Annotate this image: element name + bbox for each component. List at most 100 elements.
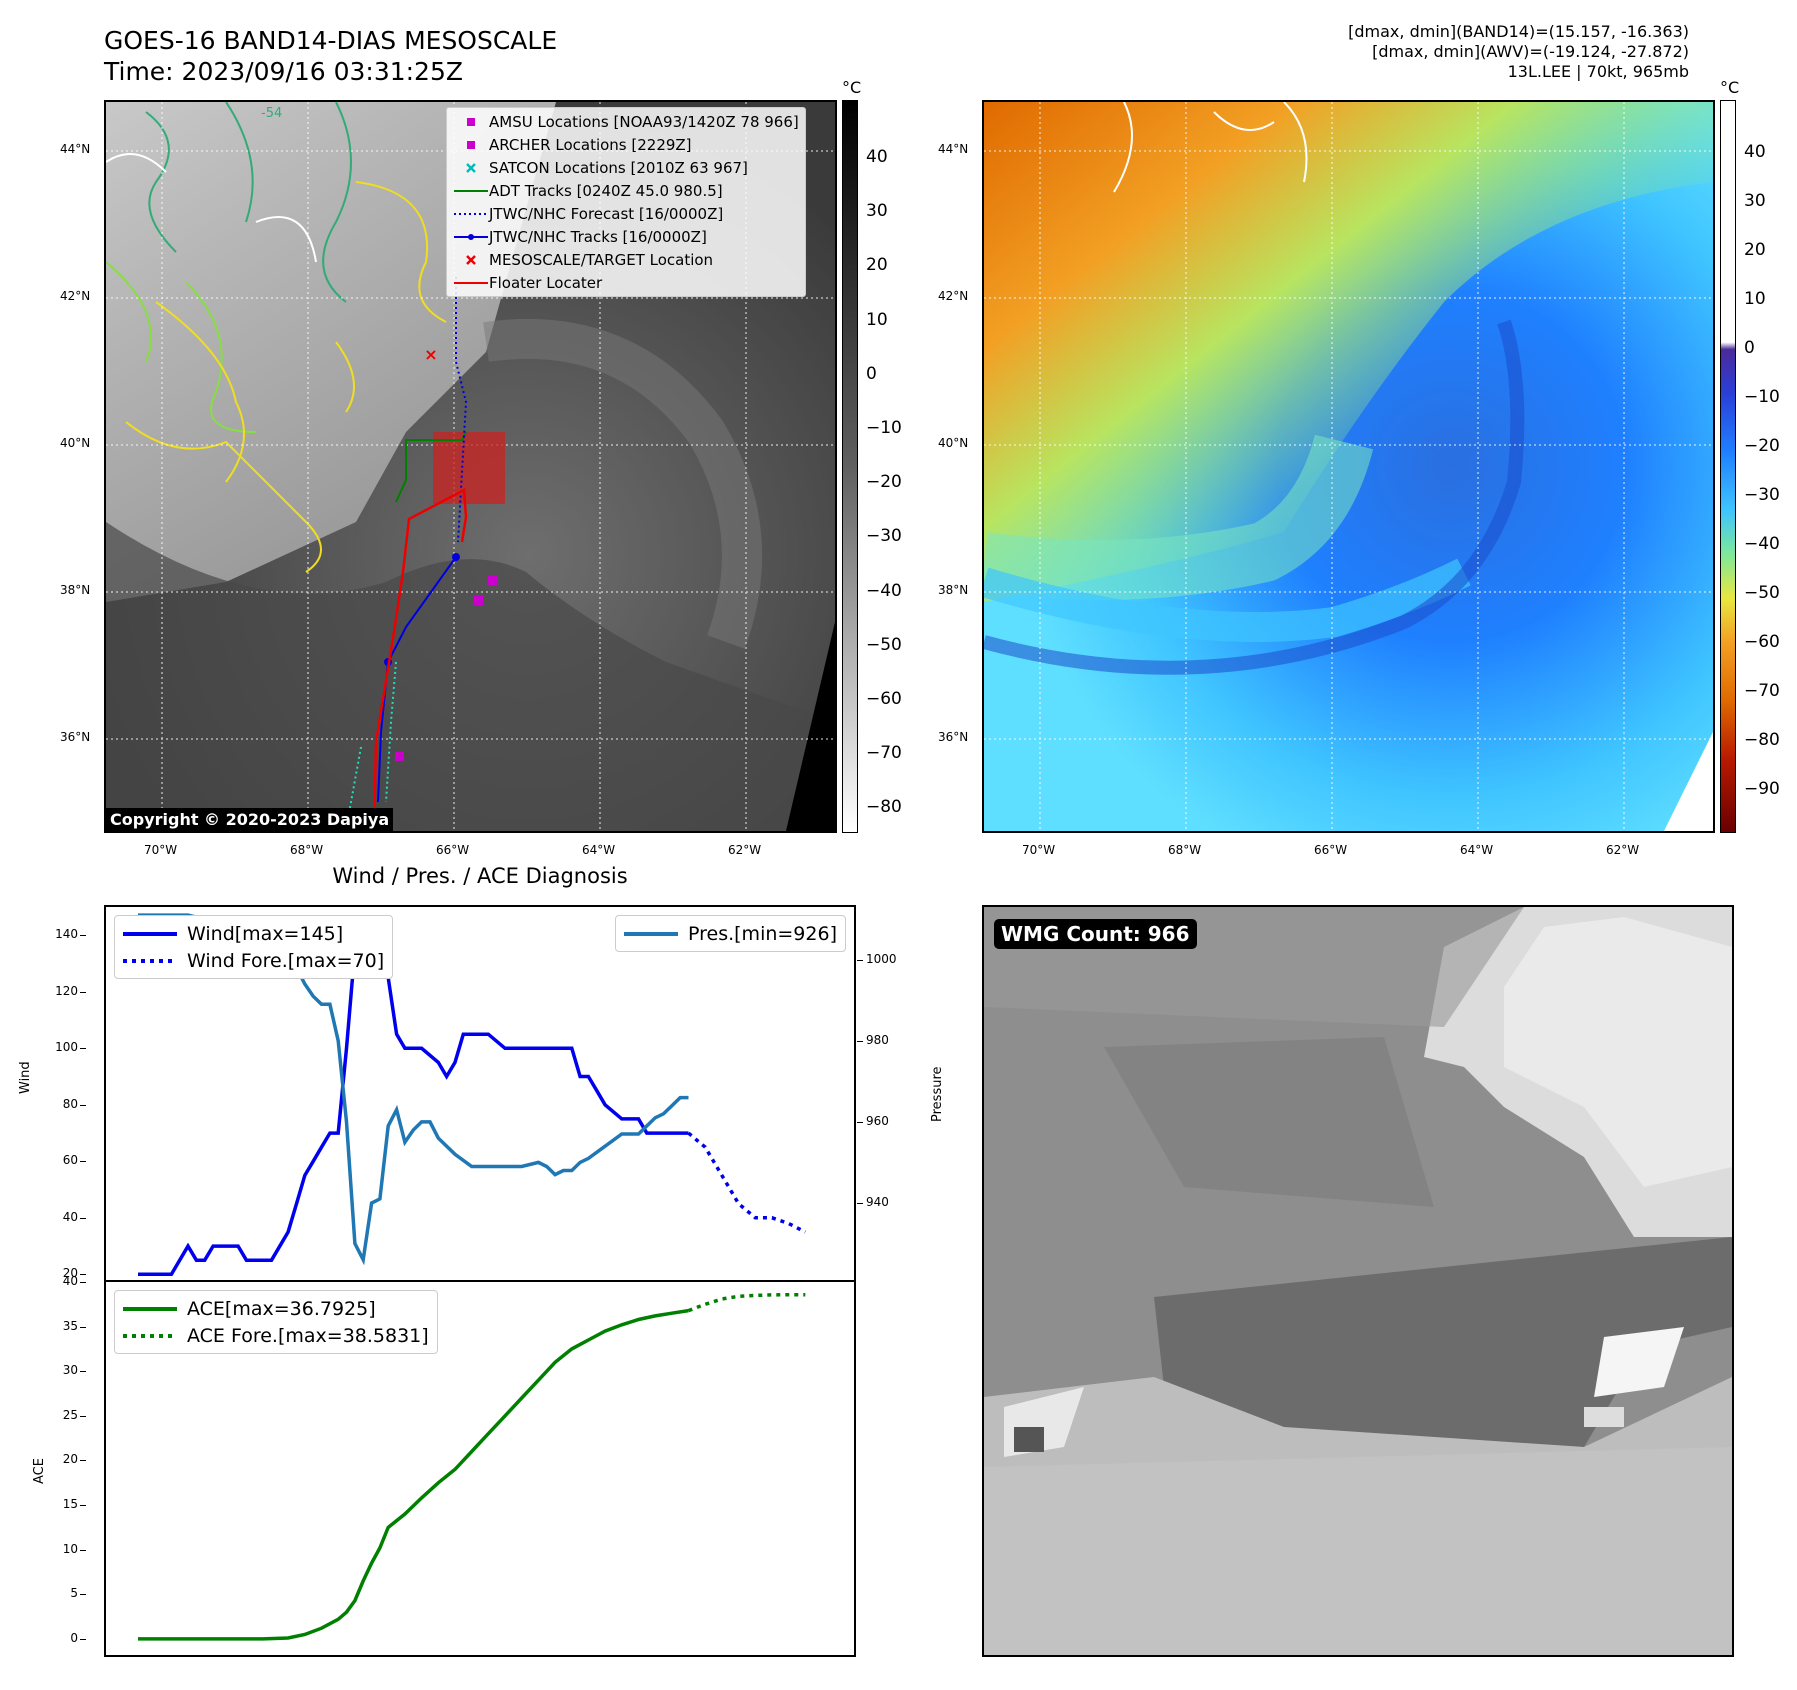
axis-tick-mark [80, 1460, 86, 1462]
axis-tick-label: 100 [55, 1040, 78, 1055]
colorbar-tick-label: 0 [1744, 338, 1755, 358]
wv-map-panel [982, 100, 1715, 833]
axis-tick-label: 10 [62, 1541, 78, 1556]
legend-symbol-icon [453, 138, 489, 152]
axis-tick-mark [80, 1594, 86, 1596]
axis-tick-mark [857, 1121, 863, 1123]
colorbar-tick-label: 30 [1744, 191, 1766, 211]
legend-symbol-icon [453, 230, 489, 244]
axis-tick-mark [80, 1326, 86, 1328]
map-legend-label: JTWC/NHC Forecast [16/0000Z] [489, 204, 724, 223]
latitude-label: 36°N [938, 730, 969, 744]
wv-colorbar [1720, 100, 1736, 833]
axis-tick-mark [857, 1040, 863, 1042]
map-legend-item: ARCHER Locations [2229Z] [453, 133, 799, 156]
colorbar-tick-label: −80 [866, 797, 902, 818]
legend-symbol-icon [453, 161, 489, 175]
wind-legend: Wind[max=145] Wind Fore.[max=70] [114, 915, 394, 979]
ir-map-panel: × -54 AMSU Locations [NOAA93/1420Z 78 96… [104, 100, 837, 833]
latitude-label: 36°N [60, 730, 91, 744]
axis-tick-mark [857, 959, 863, 961]
colorbar-tick-label: −40 [1744, 534, 1780, 554]
wv-map-image [984, 102, 1713, 831]
axis-tick-mark [80, 1505, 86, 1507]
wmg-panel: WMG Count: 966 [982, 905, 1734, 1657]
axis-tick-mark [80, 991, 86, 993]
axis-tick-mark [80, 1161, 86, 1163]
axis-tick-mark [80, 1638, 86, 1640]
ir-colorbar-unit: °C [842, 78, 862, 97]
longitude-label: 64°W [582, 843, 616, 857]
map-legend-label: ADT Tracks [0240Z 45.0 980.5] [489, 181, 723, 200]
axis-tick-label: 30 [62, 1363, 78, 1378]
colorbar-tick-label: −10 [1744, 387, 1780, 407]
axis-tick-label: 960 [866, 1113, 889, 1128]
wmg-count-label: WMG Count: 966 [994, 919, 1197, 949]
map-legend-item: SATCON Locations [2010Z 63 967] [453, 156, 799, 179]
longitude-label: 66°W [1314, 843, 1348, 857]
latitude-label: 44°N [60, 142, 91, 156]
axis-tick-mark [80, 1274, 86, 1276]
longitude-label: 70°W [144, 843, 178, 857]
axis-tick-mark [80, 1549, 86, 1551]
longitude-label: 62°W [728, 843, 762, 857]
axis-tick-label: 20 [62, 1266, 78, 1281]
axis-tick-mark [80, 1048, 86, 1050]
ace-axis-label: ACE [32, 1458, 47, 1484]
series-line-0 [138, 916, 689, 1277]
axis-tick-label: 25 [62, 1407, 78, 1422]
colorbar-tick-label: −40 [866, 580, 902, 601]
colorbar-tick-label: −20 [866, 472, 902, 493]
map-legend-item: Floater Locater [453, 271, 799, 294]
axis-tick-label: 80 [62, 1096, 78, 1111]
svg-text:-54: -54 [261, 106, 282, 121]
latitude-label: 38°N [60, 583, 91, 597]
series-line-1 [687, 1292, 806, 1313]
wind-legend-label: Wind[max=145] [187, 922, 344, 945]
map-legend-label: JTWC/NHC Tracks [16/0000Z] [489, 227, 707, 246]
latitude-label: 38°N [938, 583, 969, 597]
chart-title: Wind / Pres. / ACE Diagnosis [332, 864, 628, 888]
longitude-label: 64°W [1460, 843, 1494, 857]
series-line-0 [138, 1308, 689, 1641]
awv-range: [dmax, dmin](AWV)=(-19.124, -27.872) [1372, 42, 1689, 61]
axis-tick-label: 0 [70, 1630, 78, 1645]
colorbar-tick-label: −80 [1744, 730, 1780, 750]
axis-tick-label: 60 [62, 1153, 78, 1168]
latitude-label: 44°N [938, 142, 969, 156]
latitude-label: 40°N [938, 436, 969, 450]
colorbar-tick-label: −50 [866, 634, 902, 655]
colorbar-tick-label: −50 [1744, 583, 1780, 603]
wmg-image [984, 907, 1732, 1655]
band14-range: [dmax, dmin](BAND14)=(15.157, -16.363) [1348, 22, 1689, 41]
copyright-label: Copyright © 2020-2023 Dapiya [106, 808, 394, 831]
axis-tick-mark [80, 1217, 86, 1219]
time-title: Time: 2023/09/16 03:31:25Z [104, 57, 463, 86]
colorbar-tick-label: 0 [866, 363, 877, 384]
axis-tick-label: 5 [70, 1586, 78, 1601]
colorbar-tick-label: −30 [1744, 485, 1780, 505]
map-legend-label: Floater Locater [489, 273, 603, 292]
wind-forecast-legend-label: Wind Fore.[max=70] [187, 949, 385, 972]
pressure-legend: Pres.[min=926] [615, 915, 846, 952]
ace-plot [138, 1292, 806, 1641]
axis-tick-label: 120 [55, 983, 78, 998]
map-legend-label: MESOSCALE/TARGET Location [489, 250, 714, 269]
mesoscale-box [433, 432, 505, 504]
colorbar-tick-label: −70 [866, 743, 902, 764]
pressure-axis-label: Pressure [930, 1066, 945, 1122]
ir-colorbar [842, 100, 858, 833]
svg-text:×: × [424, 345, 437, 364]
storm-info: 13L.LEE | 70kt, 965mb [1507, 62, 1689, 81]
axis-tick-mark [80, 1104, 86, 1106]
series-line-1 [687, 1131, 807, 1234]
wind-axis-label: Wind [18, 1061, 33, 1094]
colorbar-tick-label: 20 [866, 255, 888, 276]
axis-tick-label: 940 [866, 1194, 889, 1209]
legend-symbol-icon [453, 184, 489, 198]
longitude-label: 68°W [290, 843, 324, 857]
axis-tick-mark [857, 1202, 863, 1204]
axis-tick-mark [80, 935, 86, 937]
ace-legend: ACE[max=36.7925] ACE Fore.[max=38.5831] [114, 1290, 438, 1354]
pressure-legend-label: Pres.[min=926] [688, 922, 837, 945]
